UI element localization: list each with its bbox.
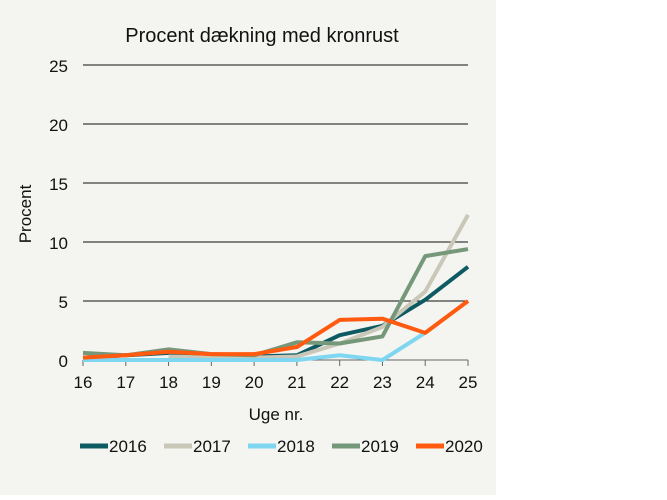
- y-tick-label: 20: [49, 116, 68, 135]
- legend-label-2020: 2020: [445, 437, 483, 456]
- legend-label-2019: 2019: [361, 437, 399, 456]
- x-tick-label: 16: [74, 373, 93, 392]
- y-tick-label: 25: [49, 57, 68, 76]
- x-tick-label: 18: [159, 373, 178, 392]
- x-tick-label: 21: [287, 373, 306, 392]
- y-tick-label: 10: [49, 234, 68, 253]
- series-line-2020: [82, 299, 470, 360]
- series-line-2018: [83, 331, 427, 362]
- chart-title: Procent dækning med kronrust: [125, 25, 399, 47]
- x-axis-label: Uge nr.: [249, 405, 304, 424]
- x-tick-label: 23: [373, 373, 392, 392]
- x-tick-label: 17: [116, 373, 135, 392]
- legend-label-2018: 2018: [277, 437, 315, 456]
- y-axis-label: Procent: [16, 184, 35, 243]
- x-tick-label: 22: [330, 373, 349, 392]
- series-line-2017: [168, 213, 470, 360]
- legend-label-2017: 2017: [193, 437, 231, 456]
- x-tick-label: 25: [459, 373, 478, 392]
- x-tick-label: 19: [202, 373, 221, 392]
- x-tick-label: 24: [416, 373, 435, 392]
- chart-panel: [0, 0, 496, 495]
- y-tick-label: 15: [49, 175, 68, 194]
- y-tick-label: 0: [59, 352, 68, 371]
- legend-label-2016: 2016: [109, 437, 147, 456]
- y-tick-label: 5: [59, 293, 68, 312]
- x-tick-label: 20: [245, 373, 264, 392]
